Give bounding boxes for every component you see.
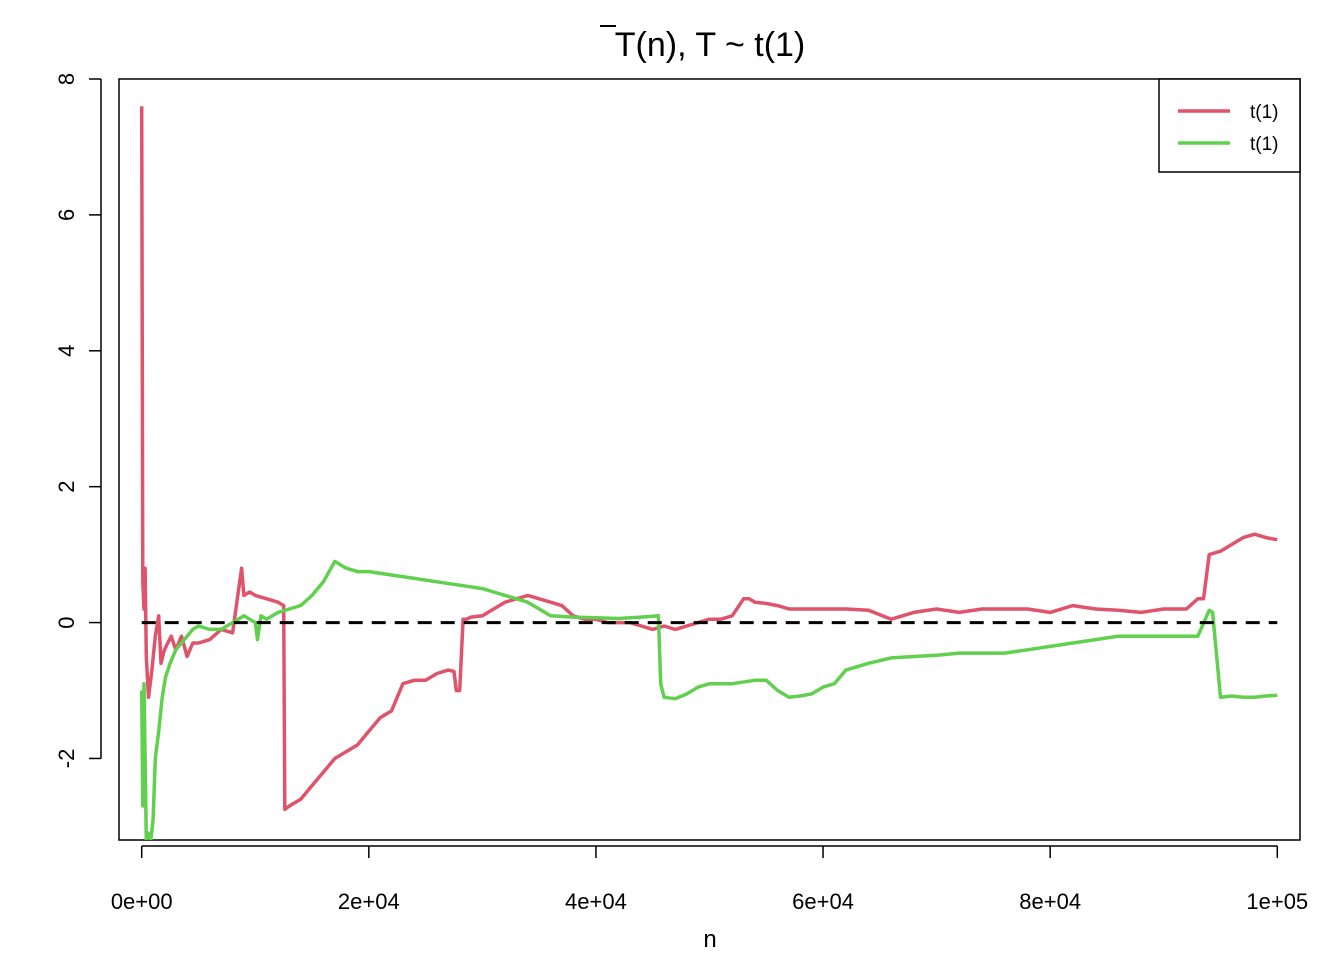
y-axis: -2 0 2 4 6 8	[54, 73, 102, 769]
legend-box	[1158, 78, 1301, 173]
y-tick-label: 0	[54, 616, 79, 628]
x-tick-label: 8e+04	[1019, 889, 1081, 914]
title-symbol: T	[615, 26, 636, 64]
x-tick-label: 0e+00	[111, 889, 173, 914]
x-axis-label: n	[703, 926, 716, 953]
x-tick-label: 1e+05	[1246, 889, 1308, 914]
y-tick-label: 4	[54, 345, 79, 357]
legend-label-1: t(1)	[1250, 102, 1279, 123]
x-axis: 0e+00 2e+04 4e+04 6e+04 8e+04 1e+05	[111, 845, 1308, 914]
y-tick-label: 6	[54, 209, 79, 221]
x-tick-label: 6e+04	[792, 889, 854, 914]
legend: t(1) t(1)	[1158, 78, 1301, 173]
y-tick-label: 2	[54, 481, 79, 493]
x-tick-label: 4e+04	[565, 889, 627, 914]
series-layer	[139, 106, 1278, 840]
chart-title: T(n), T ~ t(1)	[615, 26, 806, 64]
y-tick-label: -2	[54, 749, 79, 769]
title-rest: (n), T ~ t(1)	[636, 26, 806, 64]
series-line-1	[139, 106, 1278, 812]
plot-frame	[118, 78, 1301, 841]
x-tick-label: 2e+04	[338, 889, 400, 914]
legend-label-2: t(1)	[1250, 134, 1279, 155]
series-line-2	[139, 559, 1278, 840]
y-tick-label: 8	[54, 73, 79, 85]
